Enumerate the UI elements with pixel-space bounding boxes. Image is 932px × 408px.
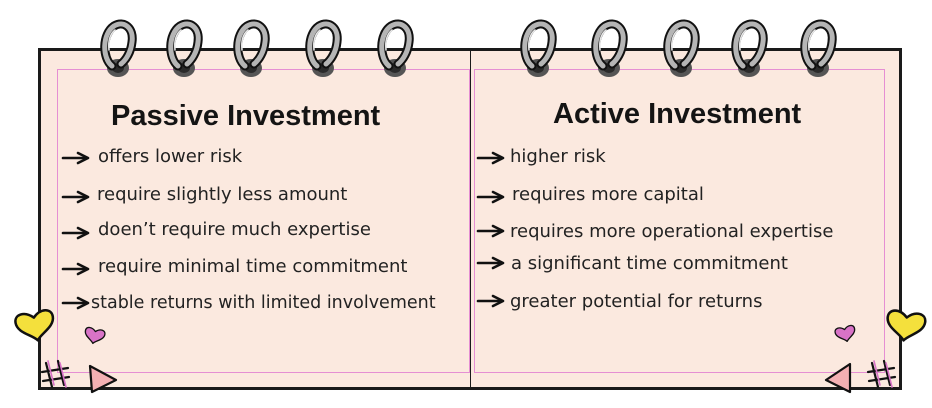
spiral-ring-icon (596, 24, 624, 77)
spiral-ring-icon (805, 24, 833, 77)
active-investment-title: Active Investment (553, 98, 802, 130)
spiral-ring-icon (382, 24, 410, 77)
arrow-right-icon (476, 294, 505, 308)
heart-icon (13, 307, 58, 345)
spiral-ring-icon (310, 24, 338, 77)
arrow-right-icon (476, 190, 505, 204)
spiral-ring-icon (525, 24, 553, 77)
heart-icon (883, 308, 928, 345)
heart-icon (833, 324, 858, 345)
spiral-ring-icon (105, 24, 133, 77)
hash-doodle-icon (866, 359, 897, 389)
arrow-right-icon (61, 296, 90, 310)
spiral-ring-icon (171, 24, 199, 77)
passive-investment-title: Passive Investment (111, 100, 381, 132)
left-page-frame (57, 69, 470, 373)
active-item: requires more capital (512, 184, 704, 205)
passive-item: require slightly less amount (97, 184, 348, 205)
arrow-right-icon (476, 256, 505, 270)
right-page (470, 48, 902, 390)
triangle-icon (824, 362, 852, 394)
left-page (38, 48, 474, 390)
arrow-right-icon (61, 226, 90, 240)
active-item: requires more operational expertise (510, 221, 834, 242)
passive-item: stable returns with limited involvement (91, 293, 436, 313)
arrow-right-icon (61, 190, 90, 204)
active-item: a significant time commitment (511, 253, 788, 274)
spiral-ring-icon (736, 24, 764, 77)
arrow-right-icon (476, 224, 505, 238)
passive-item: require minimal time commitment (98, 256, 408, 277)
arrow-right-icon (61, 262, 90, 276)
passive-item: doen’t require much expertise (98, 219, 371, 240)
arrow-right-icon (476, 151, 505, 165)
arrow-right-icon (61, 151, 90, 165)
spiral-ring-icon (668, 24, 696, 77)
hash-doodle-icon (40, 359, 71, 389)
active-item: greater potential for returns (510, 291, 763, 312)
spiral-ring-icon (238, 24, 266, 77)
triangle-icon (88, 364, 118, 394)
passive-item: offers lower risk (98, 146, 243, 167)
heart-icon (82, 326, 107, 347)
active-item: higher risk (510, 146, 606, 167)
